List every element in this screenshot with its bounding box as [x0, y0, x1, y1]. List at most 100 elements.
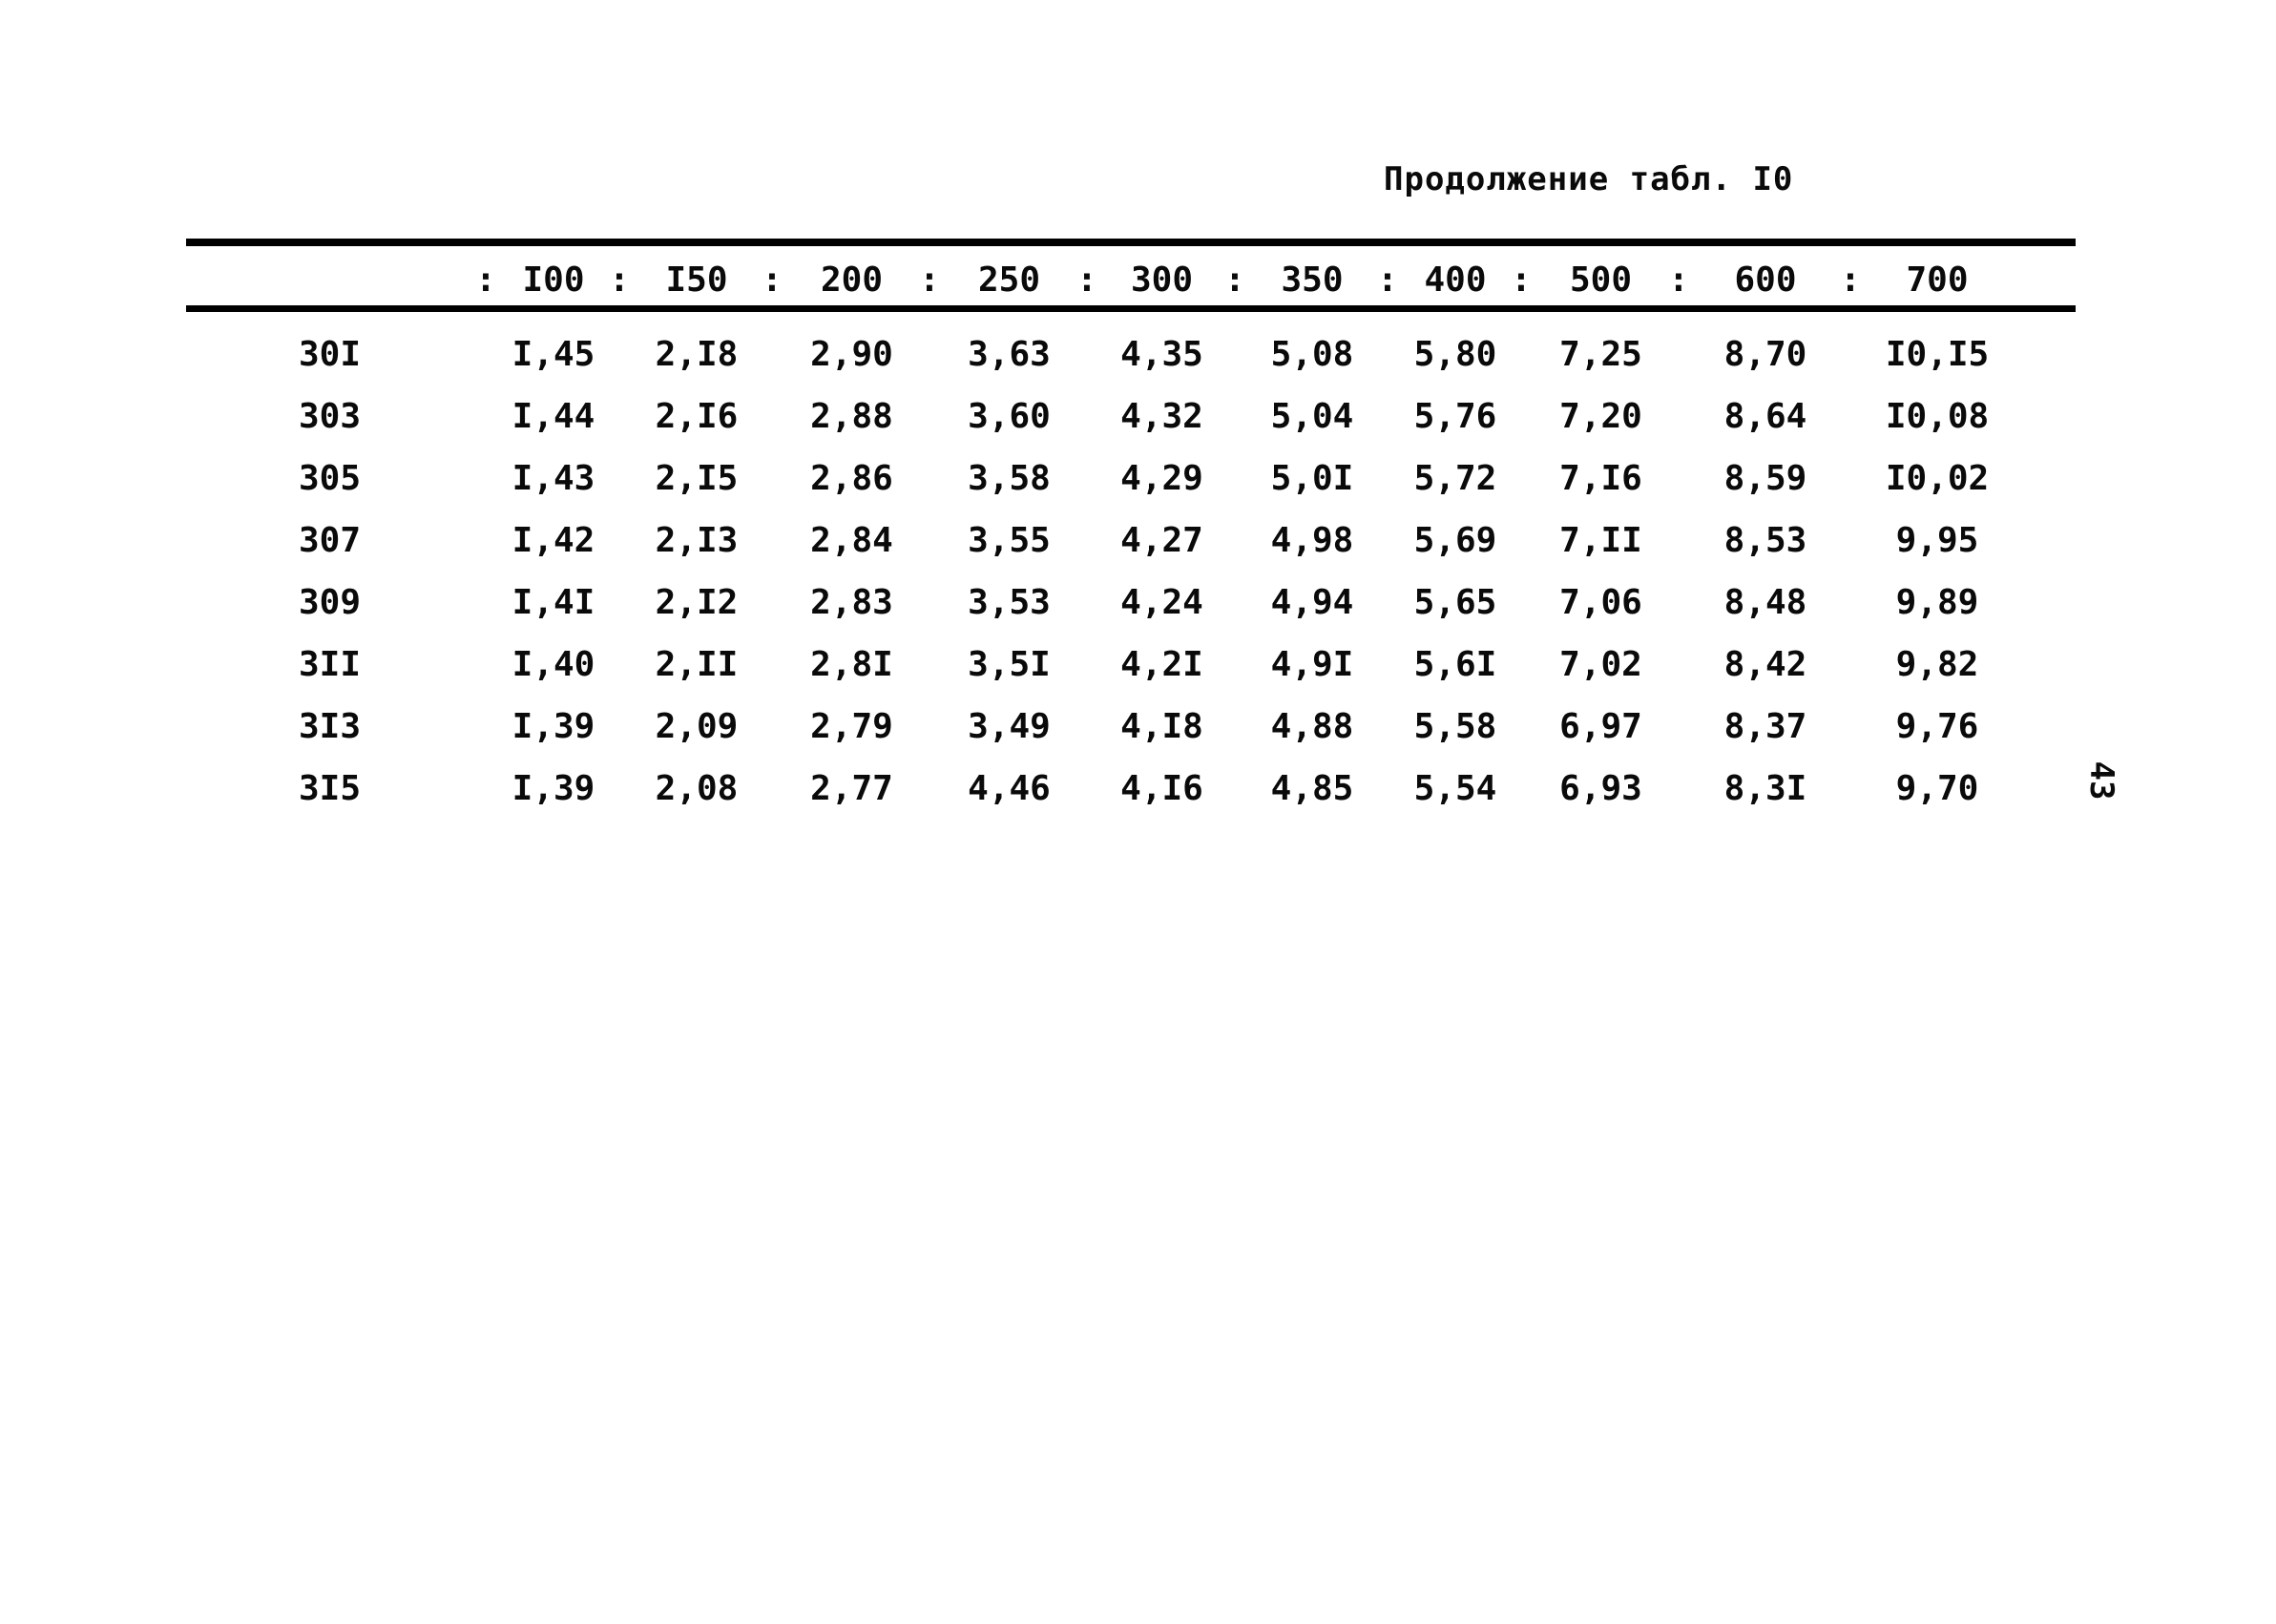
table-cell: 7,I6 — [1559, 459, 1642, 498]
column-header-label: I00 — [522, 260, 585, 300]
table-cell: 6,97 — [1559, 707, 1642, 746]
column-separator: : — [919, 260, 940, 300]
row-label: 30I — [298, 335, 362, 374]
table-cell: 3,49 — [968, 707, 1051, 746]
table-cell: 5,80 — [1413, 335, 1497, 374]
page-number: 43 — [2082, 760, 2120, 801]
column-header-cell: : I00 — [475, 260, 620, 305]
table-cell: 2,90 — [810, 335, 893, 374]
column-separator: : — [1224, 260, 1245, 300]
table-cell: 4,46 — [968, 769, 1051, 808]
row-label: 303 — [298, 397, 362, 436]
table-cell: 2,09 — [655, 707, 739, 746]
column-header-label: I50 — [665, 260, 728, 300]
column-separator: : — [475, 260, 496, 300]
table-cell: 2,I8 — [655, 335, 739, 374]
table-cell: 8,70 — [1723, 335, 1807, 374]
table-cell: 3,55 — [968, 521, 1051, 560]
data-table: : I00: I50:200:250:300:350:400:500:600:700… — [186, 239, 2076, 820]
table-cell: 4,27 — [1120, 521, 1203, 560]
table-cell: 2,84 — [810, 521, 893, 560]
row-label: 309 — [298, 583, 362, 622]
table-cell: 4,88 — [1270, 707, 1354, 746]
column-header-cell: : I50 — [609, 260, 773, 305]
table-cell: 2,I2 — [655, 583, 739, 622]
table-row: 30I I,45 2,I8 2,90 3,63 4,35 5,08 5,80 7,25 8,70 I… — [186, 323, 2076, 385]
table-cell: 8,53 — [1723, 521, 1807, 560]
column-separator: : — [1511, 260, 1532, 300]
column-header-cell: :500 — [1511, 260, 1680, 305]
table-cell: 8,37 — [1723, 707, 1807, 746]
column-header-cell: :250 — [919, 260, 1088, 305]
column-header-label: 200 — [820, 260, 884, 300]
table-cell: I,42 — [512, 521, 595, 560]
row-label: 307 — [298, 521, 362, 560]
column-header-cell: :350 — [1224, 260, 1389, 305]
table-cell: 8,42 — [1723, 645, 1807, 684]
column-header-cell: :400 — [1377, 260, 1522, 305]
table-cell: 9,76 — [1895, 707, 1979, 746]
table-header-row: : I00: I50:200:250:300:350:400:500:600:700 — [186, 252, 2076, 305]
table-cell: 4,9I — [1270, 645, 1354, 684]
column-header-cell: :300 — [1076, 260, 1236, 305]
table-cell: 4,94 — [1270, 583, 1354, 622]
table-cell: 2,I5 — [655, 459, 739, 498]
table-cell: 4,85 — [1270, 769, 1354, 808]
table-cell: 8,59 — [1723, 459, 1807, 498]
table-cell: I0,02 — [1885, 459, 1990, 498]
table-cell: 3,60 — [968, 397, 1051, 436]
table-cell: I0,08 — [1885, 397, 1990, 436]
table-cell: 9,89 — [1895, 583, 1979, 622]
table-cell: 3,53 — [968, 583, 1051, 622]
table-row: 3I3 I,39 2,09 2,79 3,49 4,I8 4,88 5,58 6,97 8,37 9… — [186, 696, 2076, 758]
table-row: 3II I,40 2,II 2,8I 3,5I 4,2I 4,9I 5,6I 7,02 8,42 9… — [186, 634, 2076, 696]
column-header-label: 250 — [977, 260, 1041, 300]
table-cell: 4,I8 — [1120, 707, 1203, 746]
table-cell: I,43 — [512, 459, 595, 498]
table-cell: 2,II — [655, 645, 739, 684]
table-cell: 6,93 — [1559, 769, 1642, 808]
table-row: 305 I,43 2,I5 2,86 3,58 4,29 5,0I 5,72 7,I6 8,59 I… — [186, 448, 2076, 510]
table-body: 30I I,45 2,I8 2,90 3,63 4,35 5,08 5,80 7,25 8,70 I… — [186, 312, 2076, 820]
table-cell: 3,5I — [968, 645, 1051, 684]
table-cell: I0,I5 — [1885, 335, 1990, 374]
column-separator: : — [1668, 260, 1689, 300]
table-row: 307 I,42 2,I3 2,84 3,55 4,27 4,98 5,69 7,II 8,53 9… — [186, 510, 2076, 572]
column-separator: : — [1377, 260, 1398, 300]
column-separator: : — [609, 260, 630, 300]
table-cell: 2,77 — [810, 769, 893, 808]
column-separator: : — [1840, 260, 1861, 300]
table-cell: 7,20 — [1559, 397, 1642, 436]
table-cell: 4,98 — [1270, 521, 1354, 560]
table-cell: 7,06 — [1559, 583, 1642, 622]
table-row: 303 I,44 2,I6 2,88 3,60 4,32 5,04 5,76 7,20 8,64 I… — [186, 385, 2076, 448]
column-header-label: 600 — [1734, 260, 1797, 300]
table-cell: 7,25 — [1559, 335, 1642, 374]
table-cell: 5,65 — [1413, 583, 1497, 622]
table-cell: 5,54 — [1413, 769, 1497, 808]
column-header-label: 350 — [1281, 260, 1344, 300]
table-row: 309 I,4I 2,I2 2,83 3,53 4,24 4,94 5,65 7,06 8,48 9… — [186, 572, 2076, 634]
table-row: 3I5 I,39 2,08 2,77 4,46 4,I6 4,85 5,54 6,93 8,3I 9… — [186, 758, 2076, 820]
table-cell: 5,6I — [1413, 645, 1497, 684]
table-cell: 2,08 — [655, 769, 739, 808]
column-separator: : — [762, 260, 783, 300]
column-header-cell: :200 — [762, 260, 930, 305]
column-header-label: 300 — [1130, 260, 1194, 300]
table-cell: 4,29 — [1120, 459, 1203, 498]
table-cell: I,44 — [512, 397, 595, 436]
column-header-label: 400 — [1424, 260, 1487, 300]
header-stub-cell — [186, 300, 487, 305]
table-cell: 2,86 — [810, 459, 893, 498]
table-cell: 5,69 — [1413, 521, 1497, 560]
row-label: 3I5 — [298, 769, 362, 808]
table-cell: 9,70 — [1895, 769, 1979, 808]
column-separator: : — [1076, 260, 1097, 300]
table-cell: 7,02 — [1559, 645, 1642, 684]
table-cell: 5,04 — [1270, 397, 1354, 436]
table-cell: 2,79 — [810, 707, 893, 746]
table-cell: 9,95 — [1895, 521, 1979, 560]
table-cell: 8,3I — [1723, 769, 1807, 808]
table-cell: I,39 — [512, 769, 595, 808]
